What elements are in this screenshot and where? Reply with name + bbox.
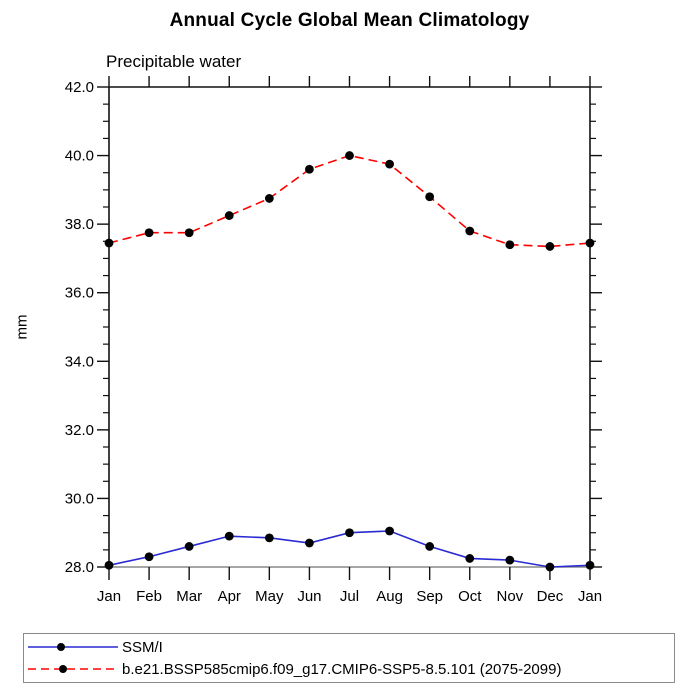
data-point-marker xyxy=(465,226,475,236)
data-point-marker xyxy=(104,238,114,248)
data-point-marker xyxy=(104,560,114,570)
data-point-marker xyxy=(345,528,354,538)
legend-label-model: b.e21.BSSP585cmip6.f09_g17.CMIP6-SSP5-8.… xyxy=(122,660,562,678)
data-point-marker xyxy=(144,228,154,238)
y-tick-label: 38.0 xyxy=(65,216,94,233)
data-point-marker xyxy=(224,531,234,541)
data-point-marker xyxy=(505,240,515,250)
x-tick-label: May xyxy=(255,588,284,605)
data-point-marker xyxy=(585,238,595,248)
legend-marker-dot xyxy=(59,665,67,673)
y-tick-label: 36.0 xyxy=(65,285,94,302)
data-point-marker xyxy=(305,538,314,548)
x-tick-label: Apr xyxy=(218,588,241,605)
x-tick-label: Oct xyxy=(458,588,482,605)
data-point-marker xyxy=(505,555,515,565)
x-tick-label: Jan xyxy=(578,588,602,605)
x-tick-label: Sep xyxy=(416,588,443,605)
y-tick-label: 42.0 xyxy=(65,79,94,96)
data-point-marker xyxy=(184,228,194,238)
x-tick-label: Nov xyxy=(496,588,523,605)
y-tick-label: 34.0 xyxy=(65,353,94,370)
x-tick-label: Mar xyxy=(176,588,202,605)
legend-label-ssmi: SSM/I xyxy=(122,638,163,656)
data-point-marker xyxy=(264,533,274,543)
data-point-marker xyxy=(425,192,435,202)
x-tick-label: Feb xyxy=(136,588,162,605)
legend-row-ssmi: SSM/I xyxy=(24,639,674,656)
data-point-marker xyxy=(184,542,194,551)
y-tick-label: 30.0 xyxy=(65,490,94,507)
data-point-marker xyxy=(585,560,595,570)
x-tick-label: Jan xyxy=(97,588,121,605)
data-point-marker xyxy=(224,211,234,220)
data-point-marker xyxy=(465,554,475,563)
data-point-marker xyxy=(345,151,354,160)
data-point-marker xyxy=(425,542,435,551)
series-line-1 xyxy=(108,154,591,248)
legend-marker-dot xyxy=(57,643,65,651)
legend-box: SSM/I b.e21.BSSP585cmip6.f09_g17.CMIP6-S… xyxy=(23,633,675,683)
legend-sample-line-dashed xyxy=(28,665,118,673)
data-point-marker xyxy=(545,562,555,572)
data-point-marker xyxy=(545,242,555,251)
legend-row-model: b.e21.BSSP585cmip6.f09_g17.CMIP6-SSP5-8.… xyxy=(24,661,674,678)
data-point-marker xyxy=(385,526,394,536)
x-tick-label: Dec xyxy=(537,588,564,605)
y-tick-label: 32.0 xyxy=(65,422,94,439)
x-tick-label: Aug xyxy=(376,588,403,605)
data-point-marker xyxy=(385,159,394,169)
x-tick-label: Jun xyxy=(297,588,321,605)
data-point-marker xyxy=(144,552,154,562)
chart-title: Annual Cycle Global Mean Climatology xyxy=(169,10,530,31)
data-point-marker xyxy=(264,194,274,203)
y-tick-label: 40.0 xyxy=(65,148,94,165)
x-tick-label: Jul xyxy=(340,588,359,605)
legend-sample-line-solid xyxy=(28,643,118,651)
y-tick-label: 28.0 xyxy=(65,559,94,576)
chart-subtitle: Precipitable water xyxy=(106,52,242,71)
data-point-marker xyxy=(305,164,314,174)
